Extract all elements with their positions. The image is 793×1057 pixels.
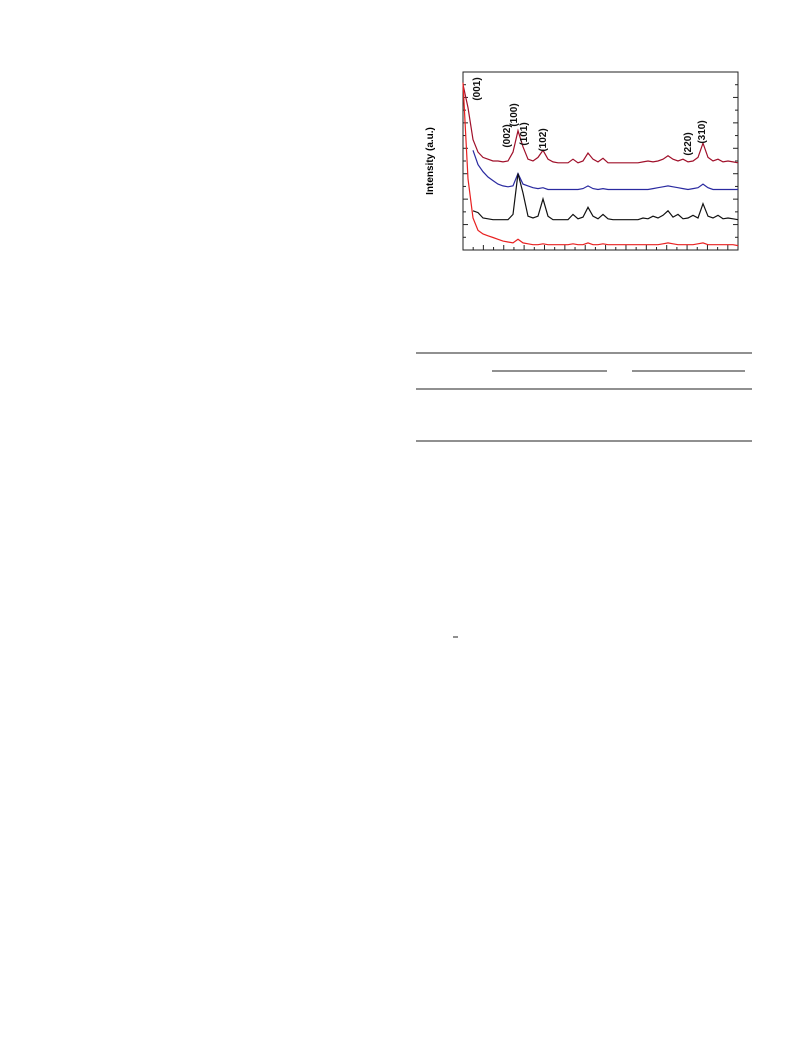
peak-label: (101)	[519, 122, 530, 145]
series-line	[472, 173, 739, 221]
peak-label: (310)	[697, 120, 708, 143]
peak-label: (001)	[472, 77, 483, 100]
series-line	[462, 82, 739, 247]
peak-label: (102)	[538, 128, 549, 151]
peak-label: (100)	[509, 103, 520, 126]
peak-label: (220)	[683, 132, 694, 155]
table-rules	[416, 352, 752, 638]
y-axis-label: Intensity (a.u.)	[425, 127, 436, 195]
series-line	[462, 84, 739, 164]
peak-label: (002)	[502, 124, 513, 147]
plot-frame	[462, 71, 739, 251]
